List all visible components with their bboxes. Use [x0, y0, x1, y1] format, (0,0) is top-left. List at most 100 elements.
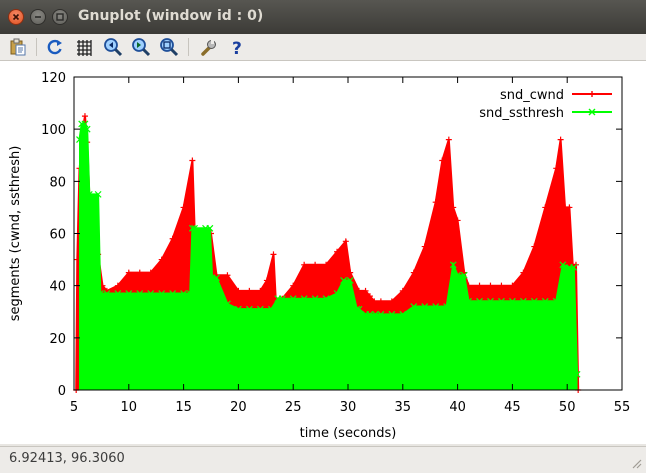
data-point [443, 303, 451, 310]
data-point [508, 297, 516, 305]
toolbar: ? [0, 34, 646, 61]
data-point [509, 282, 516, 289]
data-point [399, 310, 407, 318]
data-point [570, 263, 578, 271]
data-point [552, 297, 560, 305]
legend-label-snd_cwnd: snd_cwnd [500, 88, 564, 103]
help-button[interactable]: ? [227, 37, 247, 57]
data-point [454, 271, 462, 279]
data-point [136, 290, 144, 297]
data-point [189, 157, 196, 164]
data-point [257, 287, 264, 294]
data-point [96, 290, 104, 297]
data-point [322, 295, 330, 303]
data-point [290, 282, 297, 289]
data-point [158, 290, 166, 297]
y-tick-label: 120 [41, 71, 66, 86]
resize-grip-icon[interactable] [630, 457, 642, 469]
zoom-next-icon [132, 38, 151, 57]
data-point [388, 310, 396, 318]
data-point [125, 269, 132, 276]
data-point [454, 217, 461, 224]
data-point [334, 248, 341, 255]
grid-button[interactable] [74, 37, 94, 57]
data-point [136, 269, 143, 276]
data-point [530, 297, 538, 305]
y-tick-label: 100 [41, 123, 66, 138]
data-point [333, 290, 341, 297]
data-point [566, 204, 573, 211]
data-point [301, 261, 308, 268]
help-icon: ? [232, 39, 242, 57]
chart-svg[interactable]: 5 10 15 20 25 30 35 40 45 50 55 0 20 40 60 80 100 120 time… [0, 61, 646, 444]
x-tick-label: 25 [285, 400, 302, 415]
zoom-next-button[interactable] [131, 37, 151, 57]
autoscale-button[interactable] [159, 37, 179, 57]
data-point [114, 290, 122, 297]
replot-button[interactable] [45, 37, 65, 57]
data-point [206, 224, 214, 232]
data-point [103, 290, 111, 297]
x-tick-label: 55 [614, 400, 631, 415]
data-point [346, 277, 354, 284]
data-point [465, 297, 472, 305]
x-tick-label: 35 [395, 400, 412, 415]
cursor-coordinates: 6.92413, 96.3060 [9, 451, 125, 466]
data-point [498, 297, 505, 305]
data-point [449, 261, 457, 269]
data-point [355, 305, 363, 313]
status-bar: 6.92413, 96.3060 [0, 446, 646, 473]
close-button[interactable] [8, 9, 24, 25]
data-point [278, 295, 286, 303]
minimize-icon [35, 16, 41, 18]
data-point [312, 261, 319, 268]
data-point [188, 224, 196, 232]
data-point [487, 282, 494, 289]
settings-icon [201, 40, 216, 56]
zoom-previous-button[interactable] [103, 37, 123, 57]
data-point [519, 297, 527, 305]
x-tick-label: 15 [175, 400, 192, 415]
data-point [81, 120, 89, 128]
title-bar[interactable]: Gnuplot (window id : 0) [0, 0, 646, 34]
x-tick-label: 40 [449, 400, 466, 415]
data-point [213, 274, 220, 282]
data-point [432, 303, 440, 310]
data-point [191, 224, 198, 232]
grid-icon [77, 40, 92, 56]
data-point [410, 269, 417, 276]
y-tick-label: 80 [49, 175, 66, 190]
copy-to-clipboard-icon [10, 38, 26, 56]
x-tick-label: 5 [70, 400, 78, 415]
x-tick-label: 45 [504, 400, 521, 415]
settings-button[interactable] [198, 37, 218, 57]
data-point [487, 297, 494, 305]
data-point [399, 287, 406, 294]
data-point [263, 277, 270, 284]
legend: snd_cwnd snd_ssthresh [479, 88, 612, 121]
data-point [388, 298, 395, 305]
series-area-snd_ssthresh [78, 123, 578, 391]
data-point [377, 298, 384, 305]
plot-area[interactable]: 5 10 15 20 25 30 35 40 45 50 55 0 20 40 60 80 100 120 time… [0, 61, 646, 444]
replot-icon [47, 39, 62, 55]
data-point [76, 136, 83, 144]
data-point [147, 290, 155, 297]
data-point [355, 287, 362, 294]
x-tick-label: 20 [230, 400, 247, 415]
data-point [169, 290, 177, 297]
y-tick-label: 20 [49, 332, 66, 347]
data-point [445, 136, 452, 143]
copy-to-clipboard-button[interactable] [8, 37, 28, 57]
data-point [559, 261, 567, 269]
toolbar-separator [36, 38, 37, 56]
data-point [246, 287, 253, 294]
data-point [371, 298, 378, 305]
data-point [366, 310, 374, 318]
maximize-button[interactable] [52, 9, 68, 25]
x-axis-label: time (seconds) [300, 426, 397, 441]
data-point [245, 305, 253, 313]
data-point [267, 305, 275, 313]
minimize-button[interactable] [30, 9, 46, 25]
